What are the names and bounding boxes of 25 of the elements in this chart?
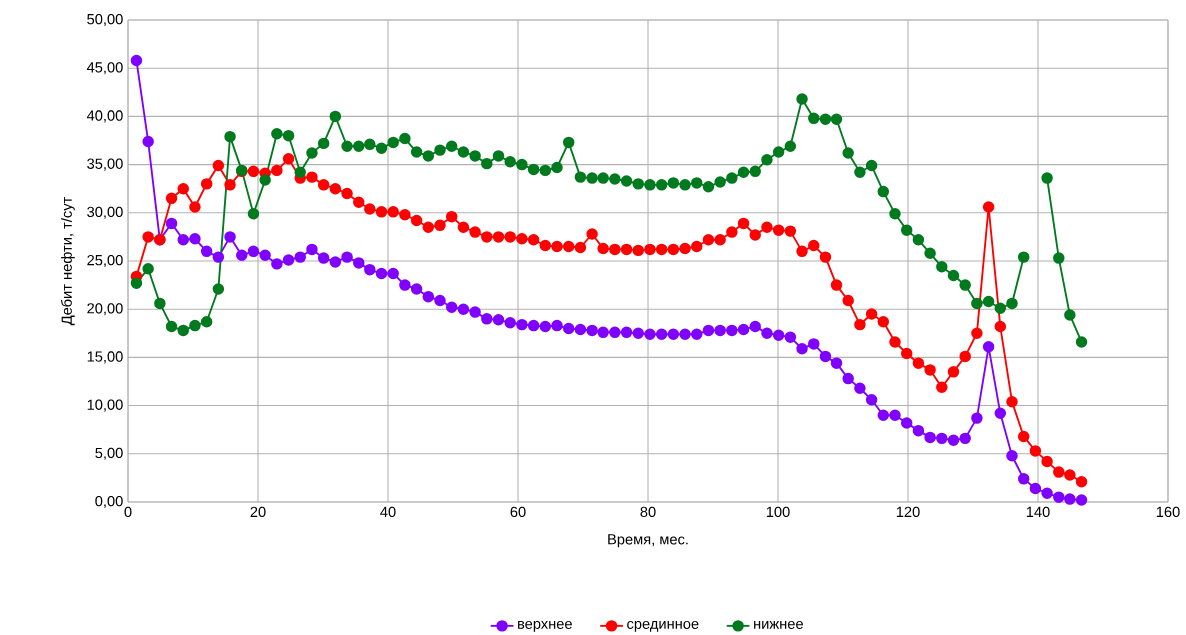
x-axis-title: Время, мес. <box>608 534 688 548</box>
y-tick-label: 45,00 <box>86 62 123 75</box>
y-tick-label: 35,00 <box>87 158 123 171</box>
y-tick-label: 10,00 <box>87 399 123 412</box>
x-tick-label: 120 <box>896 506 920 518</box>
y-tick-label: 50,00 <box>87 13 123 27</box>
y-tick-label: 25,00 <box>87 254 123 268</box>
y-tick-label: 30,00 <box>87 206 123 219</box>
x-tick-label: 100 <box>766 506 790 518</box>
legend-label: верхнее <box>518 620 572 632</box>
y-tick-label: 40,00 <box>86 110 123 123</box>
x-tick-label: 140 <box>1026 506 1050 518</box>
y-axis-title: Дебит нефти, т/сут <box>60 196 75 326</box>
legend-label: нижнее <box>754 620 803 629</box>
x-tick-label: 40 <box>380 506 396 518</box>
y-tick-label: 5,00 <box>95 447 123 460</box>
y-tick-label: 0,00 <box>95 495 123 509</box>
x-tick-label: 80 <box>640 506 656 518</box>
x-tick-label: 60 <box>510 506 526 518</box>
y-tick-label: 20,00 <box>87 303 123 316</box>
x-tick-label: 160 <box>1156 506 1180 518</box>
x-tick-label: 20 <box>250 506 266 518</box>
legend-label: срединное <box>627 620 699 632</box>
x-tick-label: 0 <box>124 506 132 518</box>
y-tick-label: 15,00 <box>87 351 123 364</box>
